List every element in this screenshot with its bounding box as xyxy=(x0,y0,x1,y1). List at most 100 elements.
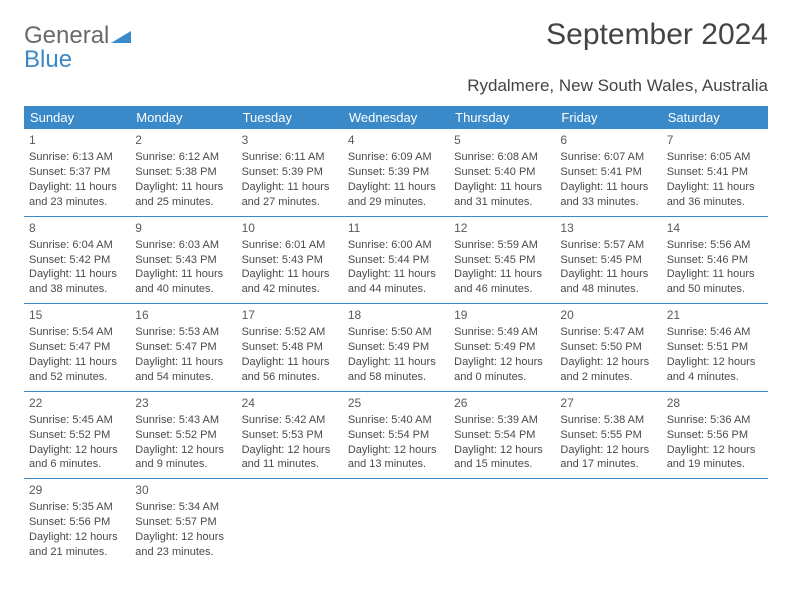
sunrise-line: Sunrise: 6:05 AM xyxy=(667,150,763,165)
day-number: 26 xyxy=(454,395,550,411)
sunrise-line: Sunrise: 6:03 AM xyxy=(135,238,231,253)
daylight-line: Daylight: 12 hours and 6 minutes. xyxy=(29,443,125,473)
calendar-day-cell: 6 Sunrise: 6:07 AMSunset: 5:41 PMDaylight… xyxy=(555,129,661,216)
sunrise-line: Sunrise: 5:50 AM xyxy=(348,325,444,340)
calendar-day-cell: 11Sunrise: 6:00 AMSunset: 5:44 PMDayligh… xyxy=(343,216,449,304)
daylight-line: Daylight: 11 hours and 42 minutes. xyxy=(242,267,338,297)
sunrise-line: Sunrise: 6:07 AM xyxy=(560,150,656,165)
calendar-day-cell: 2Sunrise: 6:12 AMSunset: 5:38 PMDaylight… xyxy=(130,129,236,216)
header: General Blue September 2024 xyxy=(24,18,768,72)
sunset-line: Sunset: 5:44 PM xyxy=(348,253,444,268)
daylight-line: Daylight: 12 hours and 21 minutes. xyxy=(29,530,125,560)
calendar-day-cell: 7Sunrise: 6:05 AMSunset: 5:41 PMDaylight… xyxy=(662,129,768,216)
logo-text: General Blue xyxy=(24,24,131,72)
daylight-line: Daylight: 11 hours and 44 minutes. xyxy=(348,267,444,297)
daylight-line: Daylight: 11 hours and 38 minutes. xyxy=(29,267,125,297)
daylight-line: Daylight: 12 hours and 19 minutes. xyxy=(667,443,763,473)
calendar-day-cell: 23Sunrise: 5:43 AMSunset: 5:52 PMDayligh… xyxy=(130,391,236,479)
calendar-day-cell: 16Sunrise: 5:53 AMSunset: 5:47 PMDayligh… xyxy=(130,304,236,392)
day-number: 5 xyxy=(454,132,550,148)
calendar-day-cell: 26Sunrise: 5:39 AMSunset: 5:54 PMDayligh… xyxy=(449,391,555,479)
calendar-day-cell: 21Sunrise: 5:46 AMSunset: 5:51 PMDayligh… xyxy=(662,304,768,392)
day-number: 11 xyxy=(348,220,444,236)
sunrise-line: Sunrise: 6:12 AM xyxy=(135,150,231,165)
sunset-line: Sunset: 5:46 PM xyxy=(667,253,763,268)
calendar-week-row: 29Sunrise: 5:35 AMSunset: 5:56 PMDayligh… xyxy=(24,479,768,566)
sunrise-line: Sunrise: 6:11 AM xyxy=(242,150,338,165)
sunset-line: Sunset: 5:37 PM xyxy=(29,165,125,180)
sunset-line: Sunset: 5:38 PM xyxy=(135,165,231,180)
sunset-line: Sunset: 5:47 PM xyxy=(135,340,231,355)
calendar-week-row: 1Sunrise: 6:13 AMSunset: 5:37 PMDaylight… xyxy=(24,129,768,216)
sunset-line: Sunset: 5:41 PM xyxy=(560,165,656,180)
daylight-line: Daylight: 11 hours and 58 minutes. xyxy=(348,355,444,385)
daylight-line: Daylight: 12 hours and 2 minutes. xyxy=(560,355,656,385)
sunrise-line: Sunrise: 5:47 AM xyxy=(560,325,656,340)
calendar-day-cell: 14Sunrise: 5:56 AMSunset: 5:46 PMDayligh… xyxy=(662,216,768,304)
sunrise-line: Sunrise: 5:40 AM xyxy=(348,413,444,428)
day-number: 21 xyxy=(667,307,763,323)
daylight-line: Daylight: 12 hours and 13 minutes. xyxy=(348,443,444,473)
daylight-line: Daylight: 11 hours and 40 minutes. xyxy=(135,267,231,297)
day-number: 22 xyxy=(29,395,125,411)
sunrise-line: Sunrise: 5:56 AM xyxy=(667,238,763,253)
calendar-day-cell: 17Sunrise: 5:52 AMSunset: 5:48 PMDayligh… xyxy=(237,304,343,392)
calendar-week-row: 22Sunrise: 5:45 AMSunset: 5:52 PMDayligh… xyxy=(24,391,768,479)
day-number: 30 xyxy=(135,482,231,498)
sunrise-line: Sunrise: 5:53 AM xyxy=(135,325,231,340)
calendar-day-cell: 30Sunrise: 5:34 AMSunset: 5:57 PMDayligh… xyxy=(130,479,236,566)
day-number: 19 xyxy=(454,307,550,323)
day-number: 8 xyxy=(29,220,125,236)
day-number: 28 xyxy=(667,395,763,411)
location-label: Rydalmere, New South Wales, Australia xyxy=(24,76,768,96)
calendar-table: SundayMondayTuesdayWednesdayThursdayFrid… xyxy=(24,106,768,566)
calendar-body: 1Sunrise: 6:13 AMSunset: 5:37 PMDaylight… xyxy=(24,129,768,566)
calendar-day-cell: 25Sunrise: 5:40 AMSunset: 5:54 PMDayligh… xyxy=(343,391,449,479)
day-number: 24 xyxy=(242,395,338,411)
daylight-line: Daylight: 12 hours and 9 minutes. xyxy=(135,443,231,473)
day-number: 7 xyxy=(667,132,763,148)
calendar-day-cell: 29Sunrise: 5:35 AMSunset: 5:56 PMDayligh… xyxy=(24,479,130,566)
daylight-line: Daylight: 12 hours and 17 minutes. xyxy=(560,443,656,473)
daylight-line: Daylight: 11 hours and 36 minutes. xyxy=(667,180,763,210)
daylight-line: Daylight: 11 hours and 33 minutes. xyxy=(560,180,656,210)
day-header: Tuesday xyxy=(237,106,343,129)
daylight-line: Daylight: 11 hours and 23 minutes. xyxy=(29,180,125,210)
sunrise-line: Sunrise: 5:45 AM xyxy=(29,413,125,428)
daylight-line: Daylight: 11 hours and 27 minutes. xyxy=(242,180,338,210)
daylight-line: Daylight: 11 hours and 54 minutes. xyxy=(135,355,231,385)
day-number: 3 xyxy=(242,132,338,148)
sunset-line: Sunset: 5:52 PM xyxy=(135,428,231,443)
logo-triangle-icon xyxy=(111,22,131,49)
sunset-line: Sunset: 5:50 PM xyxy=(560,340,656,355)
daylight-line: Daylight: 11 hours and 31 minutes. xyxy=(454,180,550,210)
day-number: 6 xyxy=(560,132,656,148)
sunset-line: Sunset: 5:56 PM xyxy=(29,515,125,530)
sunset-line: Sunset: 5:54 PM xyxy=(348,428,444,443)
sunrise-line: Sunrise: 5:54 AM xyxy=(29,325,125,340)
calendar-day-cell: 18Sunrise: 5:50 AMSunset: 5:49 PMDayligh… xyxy=(343,304,449,392)
sunset-line: Sunset: 5:57 PM xyxy=(135,515,231,530)
day-number: 13 xyxy=(560,220,656,236)
calendar-empty-cell xyxy=(237,479,343,566)
calendar-header-row: SundayMondayTuesdayWednesdayThursdayFrid… xyxy=(24,106,768,129)
sunrise-line: Sunrise: 5:42 AM xyxy=(242,413,338,428)
sunset-line: Sunset: 5:56 PM xyxy=(667,428,763,443)
calendar-empty-cell xyxy=(449,479,555,566)
sunset-line: Sunset: 5:43 PM xyxy=(242,253,338,268)
logo: General Blue xyxy=(24,18,131,72)
calendar-day-cell: 9 Sunrise: 6:03 AMSunset: 5:43 PMDaylight… xyxy=(130,216,236,304)
day-number: 2 xyxy=(135,132,231,148)
daylight-line: Daylight: 12 hours and 0 minutes. xyxy=(454,355,550,385)
sunset-line: Sunset: 5:43 PM xyxy=(135,253,231,268)
logo-word-blue: Blue xyxy=(24,46,72,73)
calendar-day-cell: 8Sunrise: 6:04 AMSunset: 5:42 PMDaylight… xyxy=(24,216,130,304)
calendar-day-cell: 27Sunrise: 5:38 AMSunset: 5:55 PMDayligh… xyxy=(555,391,661,479)
day-number: 4 xyxy=(348,132,444,148)
sunset-line: Sunset: 5:49 PM xyxy=(454,340,550,355)
daylight-line: Daylight: 12 hours and 4 minutes. xyxy=(667,355,763,385)
day-header: Monday xyxy=(130,106,236,129)
day-number: 9 xyxy=(135,220,231,236)
calendar-day-cell: 12Sunrise: 5:59 AMSunset: 5:45 PMDayligh… xyxy=(449,216,555,304)
daylight-line: Daylight: 12 hours and 23 minutes. xyxy=(135,530,231,560)
